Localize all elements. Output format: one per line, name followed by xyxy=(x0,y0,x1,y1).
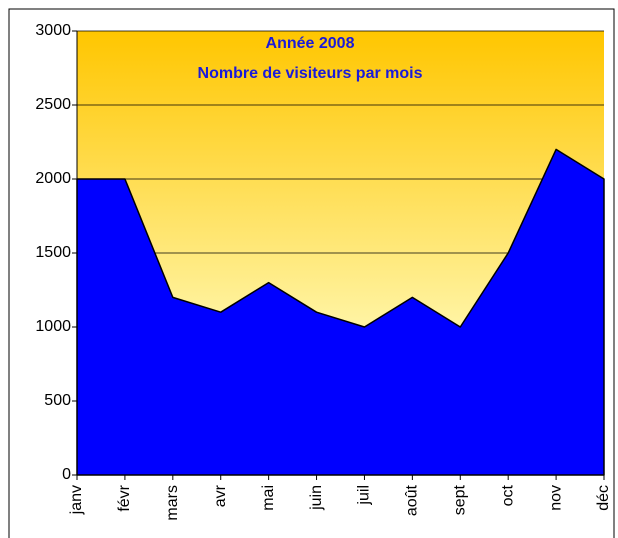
y-tick-label: 2500 xyxy=(35,96,71,113)
x-tick-label: oct xyxy=(499,484,516,506)
x-tick-label: août xyxy=(404,484,421,516)
x-tick-label: juil xyxy=(356,485,373,506)
area xyxy=(76,148,605,476)
x-tick-label: avr xyxy=(212,484,229,507)
x-tick-label: mai xyxy=(260,485,277,511)
x-tick-label: déc xyxy=(595,485,612,511)
x-tick-label: janv xyxy=(68,485,85,515)
y-tick-label: 1500 xyxy=(35,244,71,261)
chart-title: Année 2008 xyxy=(266,35,355,52)
x-tick-label: févr xyxy=(116,484,133,511)
frame xyxy=(8,8,615,538)
y-tick-label: 500 xyxy=(44,392,71,409)
x-tick-label: nov xyxy=(547,485,564,511)
y-tick-label: 1000 xyxy=(35,318,71,335)
x-tick-label: juin xyxy=(308,485,325,511)
chart-subtitle: Nombre de visiteurs par mois xyxy=(198,65,423,82)
y-tick-label: 0 xyxy=(62,466,71,483)
y-tick-label: 3000 xyxy=(35,22,71,39)
x-tick-label: sept xyxy=(451,484,468,515)
x-tick-label: mars xyxy=(164,485,181,521)
y-tick-label: 2000 xyxy=(35,170,71,187)
